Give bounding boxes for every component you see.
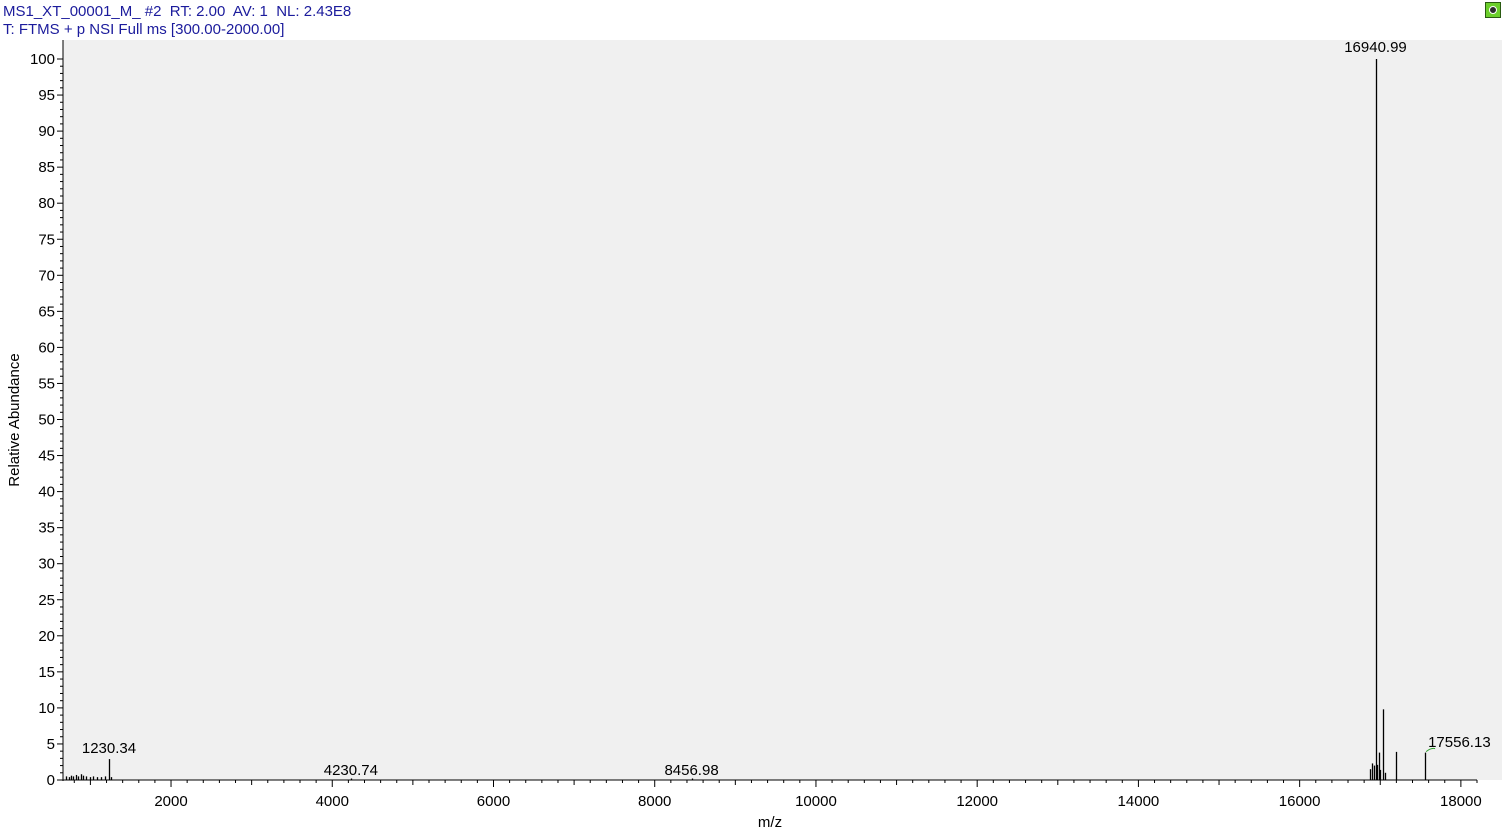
y-tick-label: 35 [38, 520, 55, 537]
y-tick-label: 75 [38, 231, 55, 248]
y-tick-label: 45 [38, 448, 55, 465]
scan-header-line2: T: FTMS + p NSI Full ms [300.00-2000.00] [3, 21, 285, 38]
peak-label: 1230.34 [82, 740, 136, 757]
scan-header-line1: MS1_XT_00001_M_ #2 RT: 2.00 AV: 1 NL: 2.… [3, 3, 352, 20]
y-tick-label: 10 [38, 700, 55, 717]
x-tick-label: 8000 [638, 793, 671, 810]
x-axis-label: m/z [758, 814, 782, 831]
y-axis-label: Relative Abundance [6, 353, 23, 486]
peak-label: 4230.74 [324, 762, 378, 779]
y-tick-label: 95 [38, 87, 55, 104]
y-tick-label: 60 [38, 339, 55, 356]
y-tick-label: 85 [38, 159, 55, 176]
plot-area [63, 40, 1502, 780]
x-tick-label: 6000 [477, 793, 510, 810]
peak-labels-layer: 16940.99 17556.13 1230.34 4230.74 8456.98 [82, 39, 1491, 779]
y-tick-label: 70 [38, 267, 55, 284]
x-tick-label: 16000 [1279, 793, 1321, 810]
peak-label: 16940.99 [1344, 39, 1407, 56]
y-tick-label: 30 [38, 556, 55, 573]
x-axis: 2000 4000 6000 8000 10000 12000 14000 16000 1800… [63, 779, 1482, 810]
x-tick-label: 18000 [1440, 793, 1482, 810]
y-axis: 0 5 10 15 20 25 30 35 40 45 50 55 60 65 70 75 80 85 90 95 10… [30, 40, 64, 789]
peak-label: 8456.98 [664, 762, 718, 779]
y-tick-label: 25 [38, 592, 55, 609]
spectrum-view-icon[interactable] [1485, 2, 1501, 18]
y-tick-label: 65 [38, 303, 55, 320]
y-tick-label: 15 [38, 664, 55, 681]
y-tick-label: 90 [38, 123, 55, 140]
x-tick-label: 14000 [1118, 793, 1160, 810]
label-connector [1425, 747, 1436, 752]
y-tick-label: 5 [47, 736, 55, 753]
y-tick-label: 50 [38, 412, 55, 429]
y-tick-label: 0 [47, 772, 55, 789]
peaks-layer [65, 59, 1427, 780]
y-tick-label: 20 [38, 628, 55, 645]
peak-label: 17556.13 [1428, 734, 1491, 751]
x-tick-label: 12000 [956, 793, 998, 810]
x-tick-label: 10000 [795, 793, 837, 810]
y-tick-label: 80 [38, 195, 55, 212]
x-tick-label: 2000 [154, 793, 187, 810]
y-tick-label: 55 [38, 375, 55, 392]
x-tick-label: 4000 [316, 793, 349, 810]
y-tick-label: 100 [30, 51, 55, 68]
y-tick-label: 40 [38, 484, 55, 501]
